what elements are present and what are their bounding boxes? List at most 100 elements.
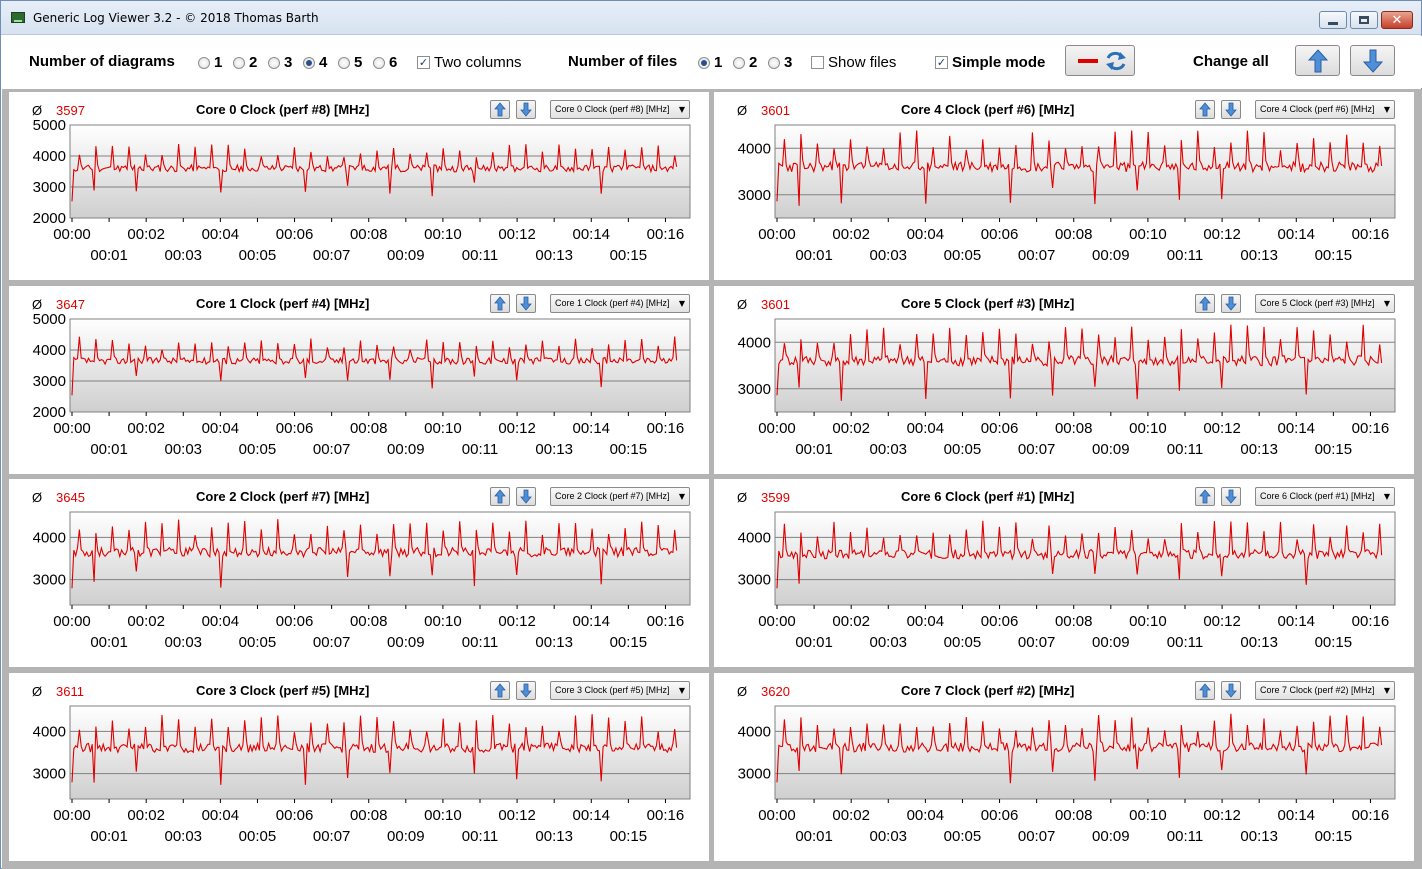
- chevron-down-icon: ▼: [1383, 105, 1390, 114]
- chevron-down-icon: ▼: [678, 686, 685, 695]
- series-select[interactable]: Core 2 Clock (perf #7) [MHz] ▼: [550, 487, 690, 506]
- move-up-button[interactable]: [490, 294, 510, 313]
- x-tick-label: 00:03: [164, 634, 202, 651]
- y-tick-label: 4000: [33, 529, 66, 546]
- move-up-button[interactable]: [1195, 294, 1215, 313]
- series-select[interactable]: Core 7 Clock (perf #2) [MHz] ▼: [1255, 681, 1395, 700]
- series-select[interactable]: Core 3 Clock (perf #5) [MHz] ▼: [550, 681, 690, 700]
- series-select[interactable]: Core 4 Clock (perf #6) [MHz] ▼: [1255, 100, 1395, 119]
- diagrams-radio-4[interactable]: 4: [303, 54, 327, 71]
- x-tick-label: 00:14: [572, 613, 610, 630]
- average-value: 3601: [761, 297, 790, 312]
- series-select-value: Core 7 Clock (perf #2) [MHz]: [1260, 685, 1375, 695]
- x-tick-label: 00:04: [907, 807, 945, 824]
- arrow-up-icon: [1307, 48, 1328, 72]
- move-up-button[interactable]: [490, 487, 510, 506]
- x-tick-label: 00:08: [1055, 226, 1093, 243]
- files-radio-1[interactable]: 1: [698, 54, 722, 71]
- diagrams-radio-3[interactable]: 3: [268, 54, 292, 71]
- move-all-up-button[interactable]: [1295, 45, 1340, 76]
- files-radio-3[interactable]: 3: [768, 54, 792, 71]
- move-up-button[interactable]: [490, 681, 510, 700]
- x-tick-label: 00:01: [90, 634, 128, 651]
- x-tick-label: 00:05: [239, 247, 277, 264]
- diagrams-radio-6[interactable]: 6: [373, 54, 397, 71]
- x-tick-label: 00:03: [164, 828, 202, 845]
- minimize-icon: [1328, 21, 1338, 25]
- swap-color-button[interactable]: [1065, 45, 1135, 76]
- maximize-button[interactable]: [1350, 11, 1378, 29]
- x-tick-label: 00:08: [350, 807, 388, 824]
- move-down-button[interactable]: [516, 100, 536, 119]
- series-select[interactable]: Core 1 Clock (perf #4) [MHz] ▼: [550, 294, 690, 313]
- diagram-panel: Ø 3645 Core 2 Clock (perf #7) [MHz] Core…: [9, 479, 709, 667]
- diagram-grid: Ø 3597 Core 0 Clock (perf #8) [MHz] Core…: [2, 89, 1422, 869]
- x-tick-label: 00:09: [387, 634, 425, 651]
- close-button[interactable]: ✕: [1381, 11, 1413, 29]
- move-down-button[interactable]: [1221, 100, 1241, 119]
- x-tick-label: 00:12: [498, 420, 536, 437]
- diagrams-radio-2[interactable]: 2: [233, 54, 257, 71]
- move-up-button[interactable]: [1195, 487, 1215, 506]
- show-files-checkbox[interactable]: Show files: [811, 54, 896, 71]
- x-tick-label: 00:02: [832, 420, 870, 437]
- y-tick-label: 4000: [738, 140, 771, 157]
- x-tick-label: 00:12: [1203, 807, 1241, 824]
- x-tick-label: 00:01: [795, 441, 833, 458]
- simple-mode-checkbox[interactable]: ✓ Simple mode: [935, 54, 1046, 71]
- series-select[interactable]: Core 0 Clock (perf #8) [MHz] ▼: [550, 100, 690, 119]
- x-tick-label: 00:11: [1167, 441, 1203, 458]
- title-bar[interactable]: Generic Log Viewer 3.2 - © 2018 Thomas B…: [1, 1, 1421, 35]
- move-down-button[interactable]: [1221, 681, 1241, 700]
- minimize-button[interactable]: [1319, 11, 1347, 29]
- move-all-down-button[interactable]: [1350, 45, 1395, 76]
- diagram-panel: Ø 3601 Core 5 Clock (perf #3) [MHz] Core…: [714, 286, 1414, 474]
- move-up-button[interactable]: [1195, 100, 1215, 119]
- radio-dot-icon: [733, 56, 745, 69]
- x-tick-label: 00:13: [535, 441, 573, 458]
- y-tick-label: 3000: [33, 373, 66, 390]
- series-select-value: Core 0 Clock (perf #8) [MHz]: [555, 104, 670, 114]
- x-tick-label: 00:16: [647, 226, 685, 243]
- move-down-button[interactable]: [516, 294, 536, 313]
- x-tick-label: 00:09: [387, 441, 425, 458]
- x-tick-label: 00:11: [462, 247, 498, 264]
- x-tick-label: 00:04: [907, 420, 945, 437]
- move-down-button[interactable]: [1221, 487, 1241, 506]
- average-symbol: Ø: [32, 684, 43, 699]
- series-select[interactable]: Core 6 Clock (perf #1) [MHz] ▼: [1255, 487, 1395, 506]
- move-up-button[interactable]: [490, 100, 510, 119]
- x-tick-label: 00:11: [462, 634, 498, 651]
- x-tick-label: 00:05: [239, 441, 277, 458]
- plot-area: [69, 511, 691, 606]
- files-radio-2[interactable]: 2: [733, 54, 757, 71]
- clock-line-chart: 2000 3000 4000 5000 00:00 00:02 00:04 00:06 00:0…: [33, 117, 691, 264]
- y-tick-label: 3000: [33, 572, 66, 589]
- move-down-button[interactable]: [1221, 294, 1241, 313]
- x-tick-label: 00:16: [647, 420, 685, 437]
- x-tick-label: 00:06: [276, 613, 314, 630]
- diagrams-radio-1[interactable]: 1: [198, 54, 222, 71]
- move-down-button[interactable]: [516, 487, 536, 506]
- diagram-title: Core 1 Clock (perf #4) [MHz]: [196, 296, 370, 311]
- arrow-up-icon: [494, 489, 506, 504]
- x-tick-label: 00:10: [424, 226, 462, 243]
- x-tick-label: 00:16: [647, 613, 685, 630]
- arrow-down-icon: [1225, 102, 1237, 117]
- window-title: Generic Log Viewer 3.2 - © 2018 Thomas B…: [33, 11, 319, 25]
- arrow-down-icon: [520, 683, 532, 698]
- series-select-value: Core 5 Clock (perf #3) [MHz]: [1260, 298, 1375, 308]
- diagram-panel: Ø 3647 Core 1 Clock (perf #4) [MHz] Core…: [9, 286, 709, 474]
- two-columns-checkbox[interactable]: ✓ Two columns: [417, 54, 522, 71]
- move-up-button[interactable]: [1195, 681, 1215, 700]
- x-tick-label: 00:03: [164, 441, 202, 458]
- series-select[interactable]: Core 5 Clock (perf #3) [MHz] ▼: [1255, 294, 1395, 313]
- arrow-down-icon: [1225, 296, 1237, 311]
- move-down-button[interactable]: [516, 681, 536, 700]
- diagrams-radio-5[interactable]: 5: [338, 54, 362, 71]
- arrow-down-icon: [1362, 49, 1383, 73]
